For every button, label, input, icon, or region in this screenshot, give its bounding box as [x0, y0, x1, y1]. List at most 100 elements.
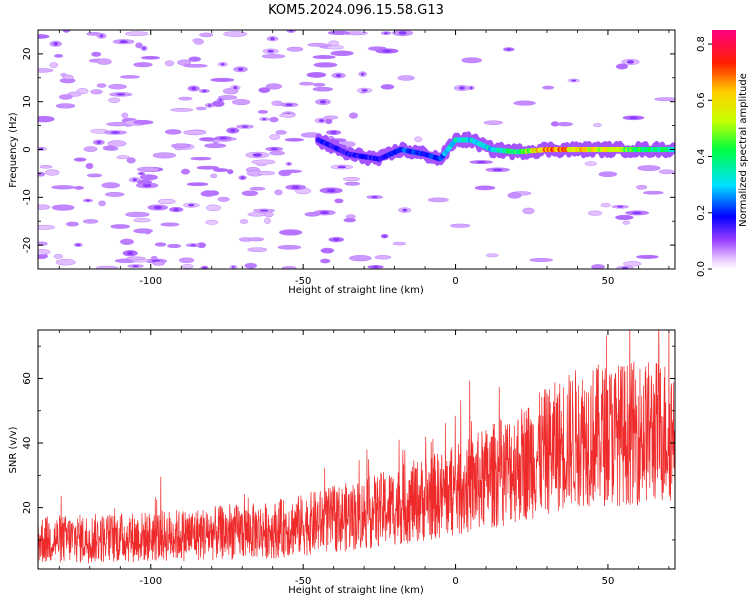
noise-blob [344, 181, 361, 186]
noise-core [173, 208, 179, 212]
noise-blob [102, 145, 116, 151]
noise-core [140, 172, 143, 175]
noise-blob [275, 130, 287, 135]
colorbar: 0.0 0.2 0.4 0.6 0.8 Normalized spectral ampl… [696, 30, 749, 277]
noise-core [384, 32, 389, 35]
noise-core [629, 116, 638, 120]
noise-core [202, 89, 207, 93]
noise-blob [167, 243, 182, 249]
noise-core [203, 266, 207, 269]
noise-blob [343, 218, 356, 223]
noise-blob [306, 72, 327, 78]
spectrogram-ytick-label: -10 [22, 189, 33, 205]
noise-blob [349, 112, 359, 119]
noise-core [241, 176, 245, 179]
noise-blob [474, 185, 496, 191]
noise-blob [96, 83, 107, 88]
noise-blob [279, 229, 303, 236]
noise-core [252, 153, 262, 157]
noise-blob [200, 190, 216, 197]
noise-blob [615, 214, 634, 221]
noise-core [219, 137, 227, 140]
noise-blob [313, 62, 338, 68]
noise-core [262, 118, 267, 120]
noise-blob [529, 258, 553, 263]
noise-blob [280, 169, 303, 174]
noise-blob [183, 64, 208, 68]
noise-blob [320, 247, 335, 254]
spectrogram-xtick-label: -100 [139, 276, 162, 287]
noise-blob [461, 57, 483, 64]
noise-core [188, 203, 195, 207]
noise-blob [593, 123, 602, 128]
noise-blob [196, 165, 220, 170]
noise-blob [178, 96, 193, 101]
noise-blob [63, 74, 74, 80]
noise-blob [205, 204, 221, 212]
noise-blob [427, 197, 449, 203]
noise-core [190, 244, 196, 247]
noise-blob [186, 182, 209, 187]
noise-core [232, 266, 235, 268]
noise-core [220, 63, 225, 66]
noise-blob [53, 254, 64, 259]
noise-blob [188, 56, 201, 62]
noise-blob [76, 88, 89, 95]
noise-core [632, 211, 642, 215]
noise-blob [39, 165, 53, 169]
noise-blob [522, 207, 535, 215]
noise-blob [251, 159, 276, 165]
noise-core [132, 265, 139, 268]
noise-blob [126, 256, 146, 261]
noise-core [287, 162, 291, 165]
noise-blob [73, 157, 87, 162]
noise-blob [108, 97, 121, 103]
noise-core [361, 72, 365, 76]
noise-blob [119, 238, 134, 245]
noise-blob [205, 219, 219, 225]
noise-blob [241, 190, 259, 197]
noise-blob [199, 32, 214, 38]
noise-blob [265, 83, 283, 90]
noise-blob [450, 223, 471, 228]
snr-xlabel: Height of straight line (km) [288, 585, 424, 596]
noise-blob [327, 30, 351, 36]
noise-blob [55, 103, 76, 109]
noise-blob [658, 169, 675, 175]
noise-blob [348, 255, 372, 262]
snr-xtick-label: -50 [295, 576, 311, 587]
noise-core [116, 93, 126, 96]
noise-core [119, 40, 128, 44]
noise-core [402, 208, 408, 212]
noise-core [241, 125, 249, 128]
noise-core [237, 67, 244, 71]
noise-blob [58, 94, 73, 100]
noise-blob [119, 75, 140, 79]
noise-blob [152, 261, 165, 266]
noise-core [398, 31, 407, 35]
noise-blob [178, 257, 195, 264]
noise-core [621, 266, 629, 269]
spectrogram-ytick-label: 0 [22, 146, 33, 152]
noise-blob [232, 99, 251, 106]
noise-core [626, 60, 635, 64]
noise-blob [180, 168, 190, 175]
noise-core [492, 168, 503, 172]
noise-core [259, 209, 269, 212]
noise-blob [38, 115, 55, 123]
noise-blob [277, 244, 302, 250]
noise-blob [212, 168, 229, 173]
noise-blob [257, 171, 276, 176]
noise-blob [157, 198, 176, 205]
noise-core [361, 89, 368, 92]
noise-blob [312, 86, 334, 92]
noise-blob [104, 191, 125, 197]
snr-xtick-label: -100 [139, 576, 162, 587]
noise-blob [249, 186, 266, 191]
noise-blob [261, 54, 286, 59]
noise-blob [38, 34, 50, 39]
noise-blob [135, 42, 143, 49]
noise-blob [247, 212, 267, 217]
colorbar-label: Normalized spectral amplitude [738, 73, 749, 227]
noise-blob [85, 162, 94, 170]
